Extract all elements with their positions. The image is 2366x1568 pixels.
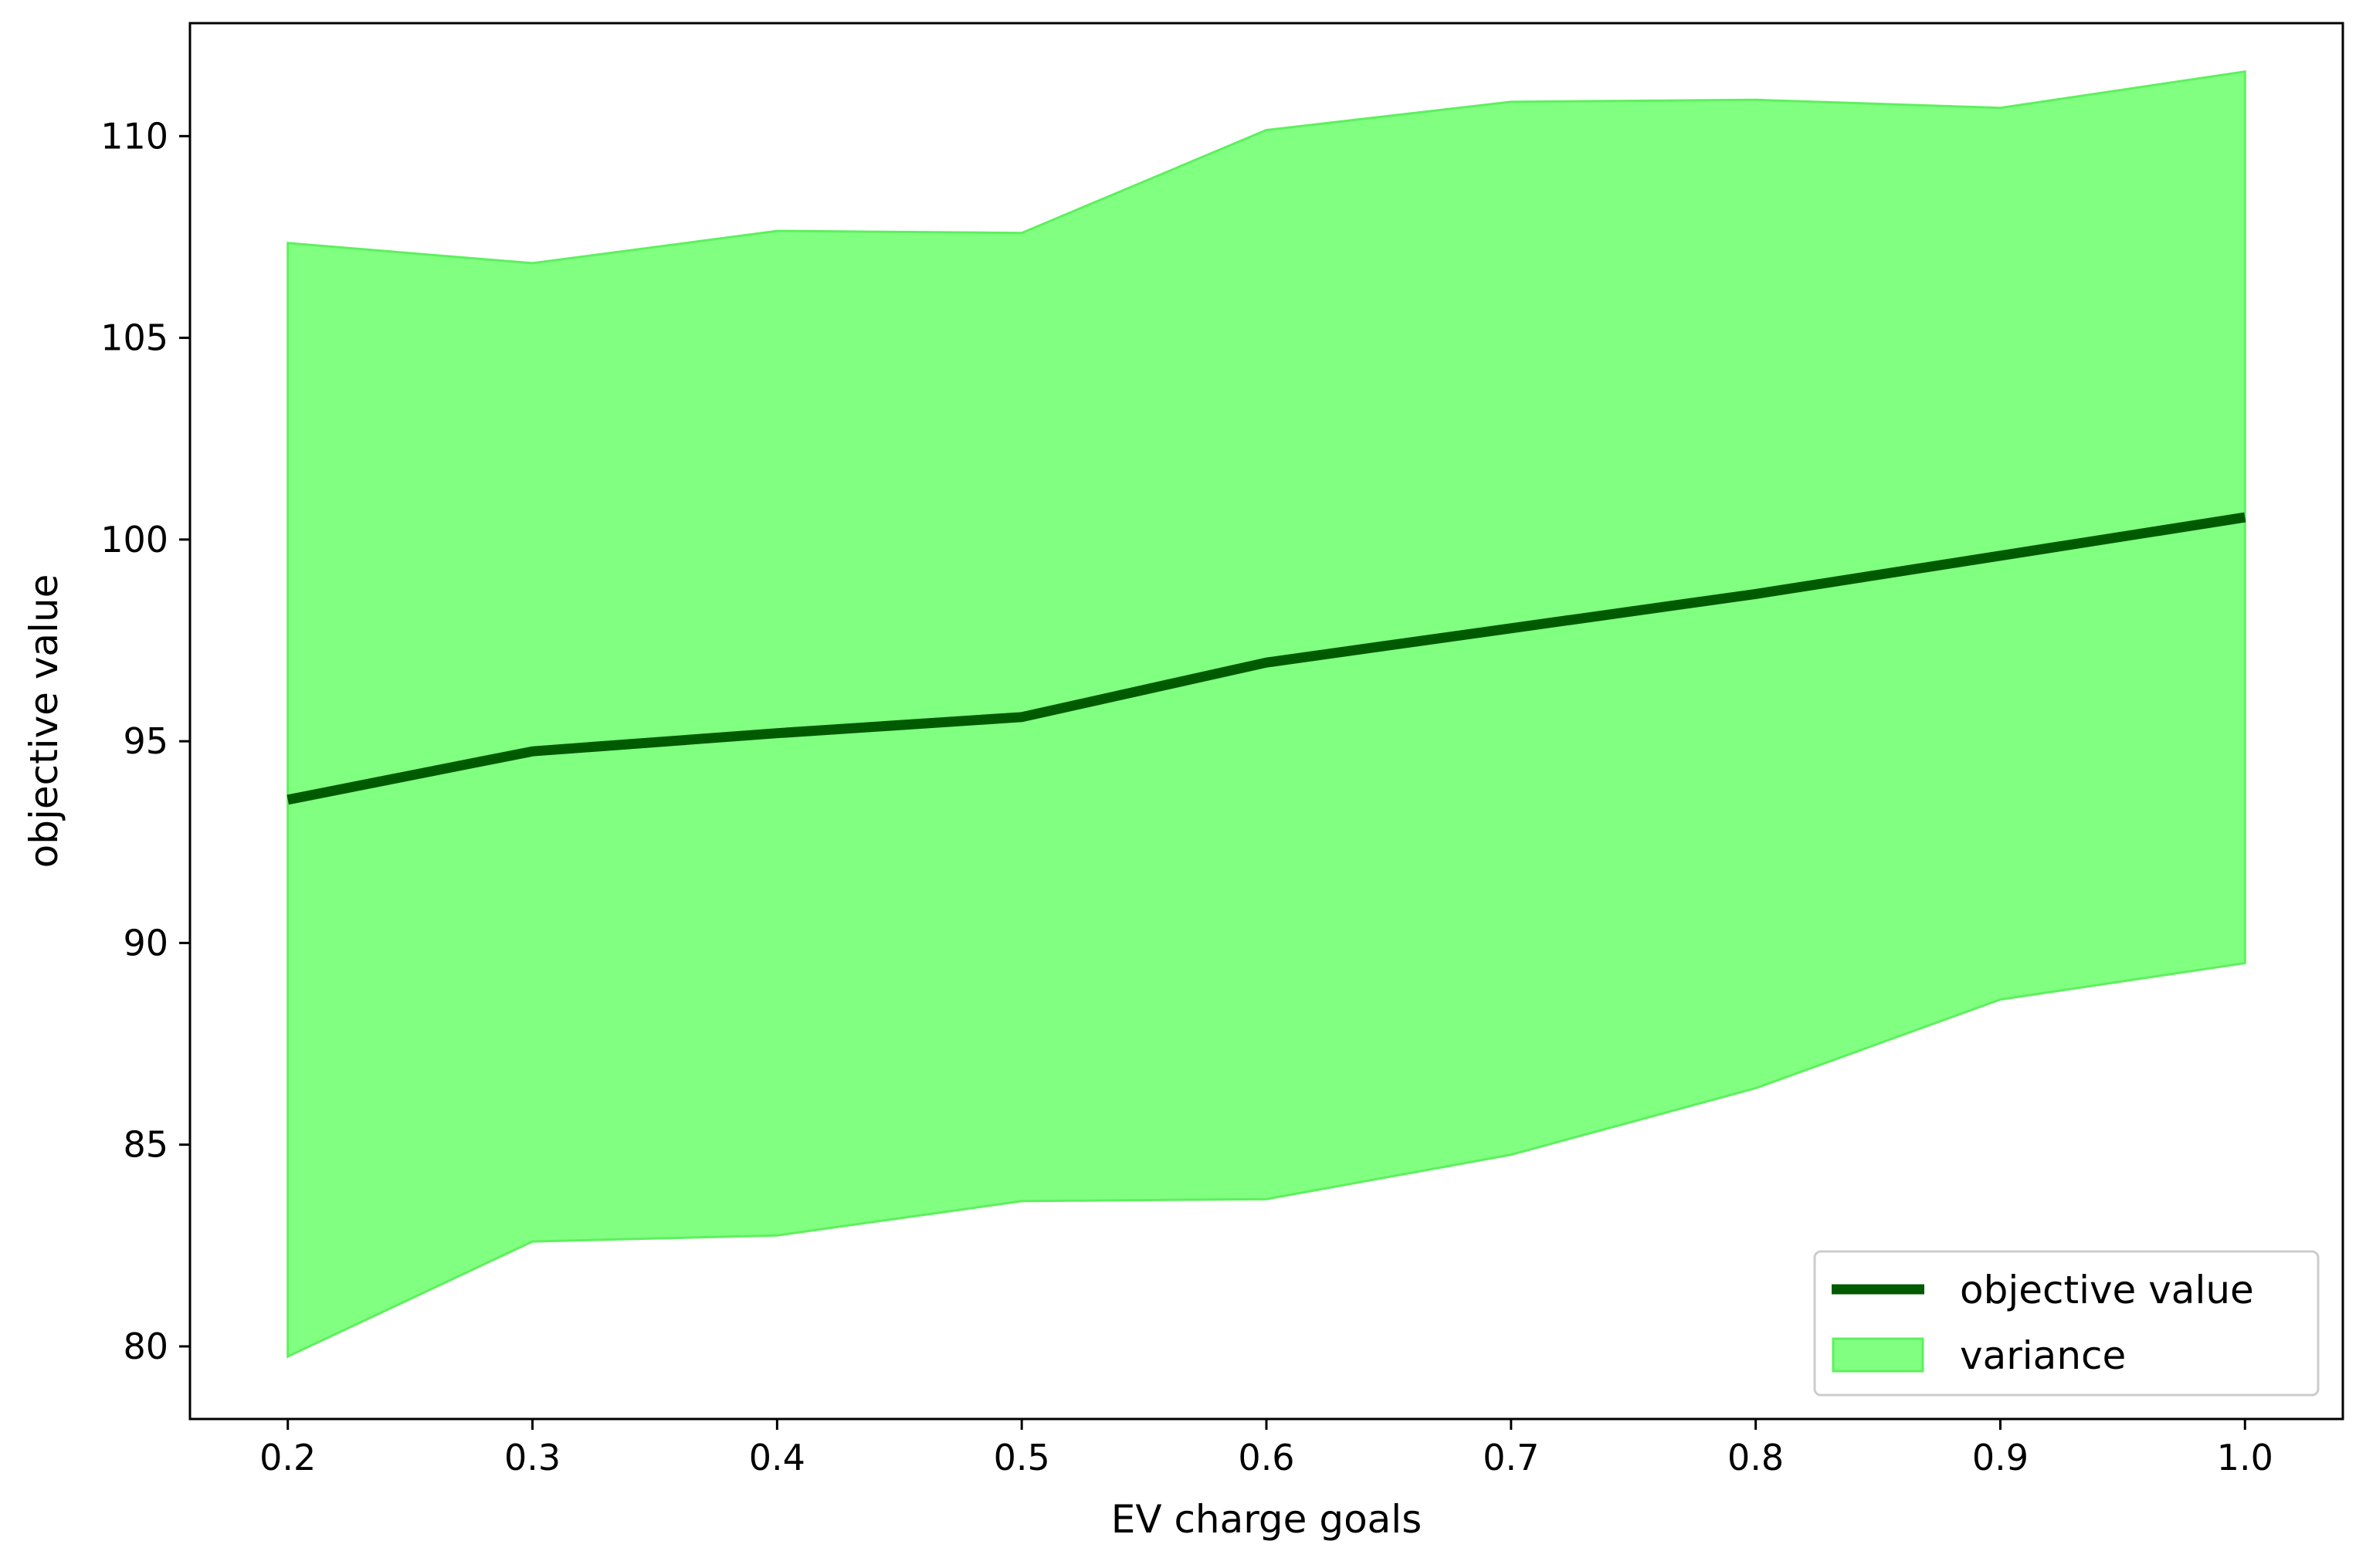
y-axis: 80 85 90 95 100 105 110 <box>100 115 190 1367</box>
legend-objective-label: objective value <box>1960 1268 2254 1312</box>
y-tick-label: 110 <box>100 115 168 157</box>
legend-variance-swatch <box>1832 1337 1924 1373</box>
y-tick-label: 105 <box>100 317 168 359</box>
x-tick-label: 1.0 <box>2217 1437 2273 1478</box>
y-tick-label: 90 <box>123 922 168 963</box>
x-tick-label: 0.2 <box>259 1437 316 1478</box>
x-tick-label: 0.9 <box>1972 1437 2029 1478</box>
legend: objective value variance <box>1813 1250 2320 1397</box>
x-tick-label: 0.8 <box>1727 1437 1784 1478</box>
x-tick-label: 0.7 <box>1483 1437 1539 1478</box>
y-tick-label: 100 <box>100 519 168 560</box>
y-axis-title: objective value <box>22 574 66 869</box>
x-tick-label: 0.6 <box>1238 1437 1294 1478</box>
y-tick-label: 85 <box>123 1124 168 1166</box>
legend-box <box>1813 1250 2320 1397</box>
x-axis-title: EV charge goals <box>1111 1497 1422 1542</box>
x-axis: 0.2 0.3 0.4 0.5 0.6 0.7 0.8 0.9 1.0 <box>259 1419 2273 1478</box>
variance-band <box>286 69 2246 1359</box>
x-tick-label: 0.4 <box>749 1437 805 1478</box>
x-tick-label: 0.3 <box>504 1437 561 1478</box>
x-tick-label: 0.5 <box>994 1437 1050 1478</box>
legend-variance-label: variance <box>1960 1333 2126 1378</box>
objective-line-layer <box>286 512 2246 805</box>
y-tick-label: 80 <box>123 1326 168 1367</box>
objective-value-line <box>286 512 2246 805</box>
variance-band-layer <box>286 69 2246 1359</box>
y-tick-label: 95 <box>123 720 168 762</box>
